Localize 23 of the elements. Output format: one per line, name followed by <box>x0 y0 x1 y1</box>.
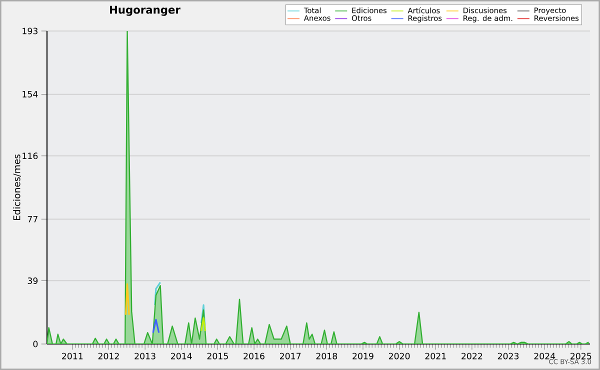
x-tick-label: 2011 <box>62 352 83 360</box>
x-tick-label: 2022 <box>462 352 482 360</box>
y-axis-title: Ediciones/mes <box>13 154 22 220</box>
x-tick-label: 2023 <box>498 352 519 360</box>
x-tick-label: 2015 <box>207 352 228 360</box>
x-tick-label: 2017 <box>280 352 301 360</box>
y-tick-label: 0 <box>33 340 38 348</box>
x-tick-label: 2012 <box>98 352 119 360</box>
x-tick-label: 2025 <box>570 352 592 360</box>
y-tick-label: 154 <box>22 91 38 98</box>
x-tick-label: 2019 <box>352 352 374 360</box>
x-tick-label: 2024 <box>534 352 556 360</box>
y-tick-label: 39 <box>28 277 38 284</box>
y-tick-label: 116 <box>22 152 38 160</box>
x-tick-label: 2013 <box>134 352 156 360</box>
y-tick-label: 193 <box>22 28 38 34</box>
x-tick-label: 2014 <box>171 352 192 360</box>
x-tick-label: 2020 <box>388 352 410 360</box>
y-tick-label: 77 <box>28 216 38 222</box>
x-tick-label: 2018 <box>316 352 338 360</box>
x-tick-label: 2021 <box>425 352 446 360</box>
chart-title: Hugoranger <box>110 6 180 16</box>
x-tick-label: 2016 <box>244 352 264 360</box>
